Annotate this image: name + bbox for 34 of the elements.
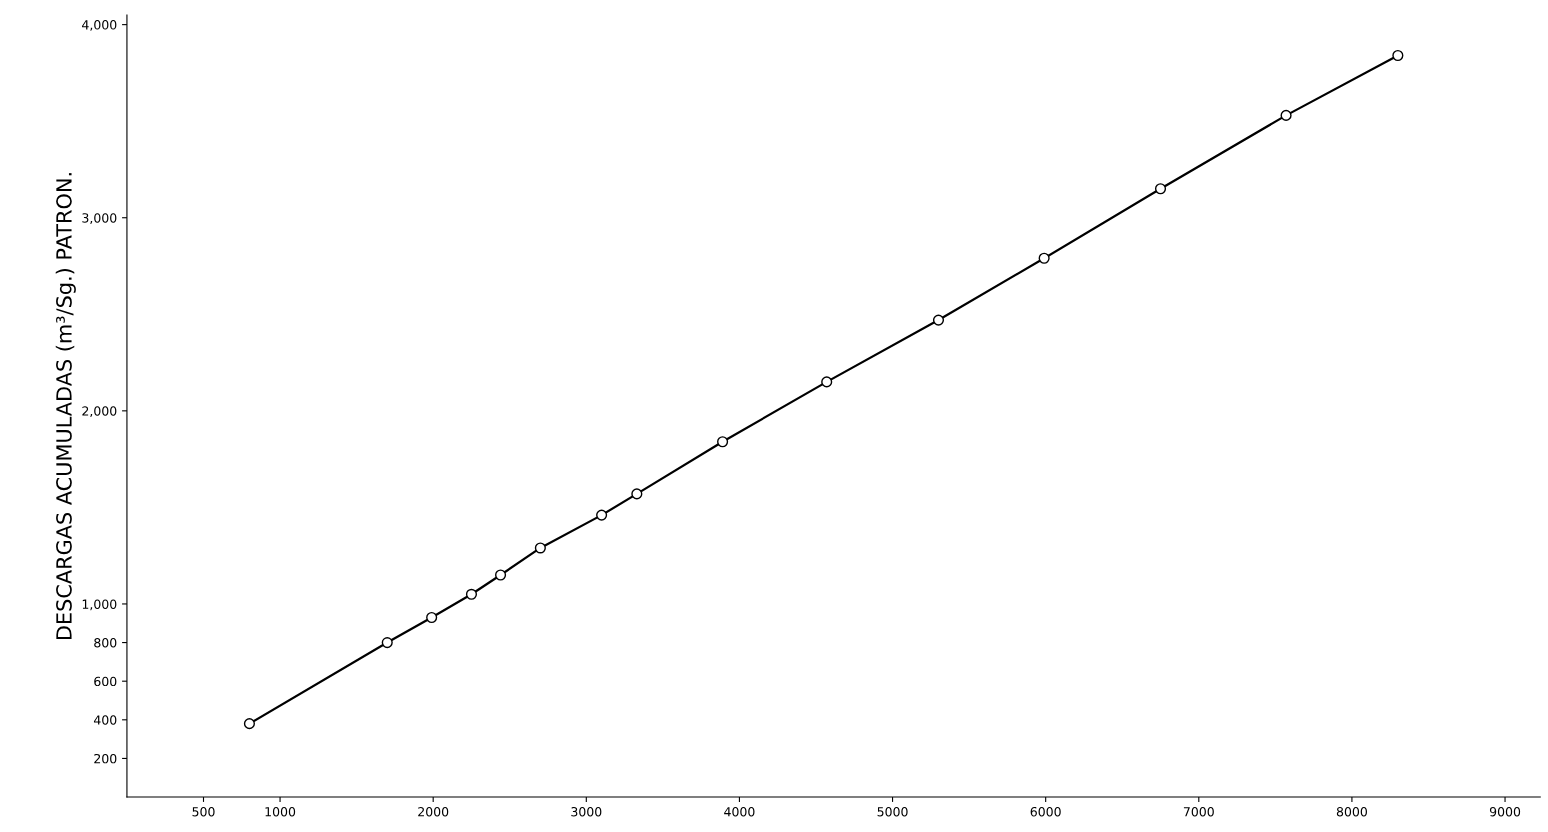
y-tick-label: 400 xyxy=(93,715,117,725)
y-tick-label: 2,000 xyxy=(82,406,117,418)
point xyxy=(821,376,833,388)
point xyxy=(1154,183,1167,195)
x-tick-label: 8000 xyxy=(1336,807,1367,817)
point xyxy=(494,569,507,581)
y-axis-title: DESCARGAS ACUMULADAS (m³/Sg.) PATRON. xyxy=(55,173,76,640)
x-tick-label: 2000 xyxy=(418,807,449,817)
y-tick-label: 4,000 xyxy=(82,20,117,31)
point xyxy=(1038,252,1050,264)
x-tick-label: 1000 xyxy=(265,807,296,817)
point xyxy=(932,314,945,326)
point xyxy=(1280,109,1292,121)
point xyxy=(534,542,546,554)
x-tick-label: 3000 xyxy=(571,807,602,817)
x-tick-label: 7000 xyxy=(1183,807,1214,817)
y-tick-label: 3,000 xyxy=(82,213,117,224)
point xyxy=(243,718,255,730)
point xyxy=(426,611,438,624)
x-tick-label: 9000 xyxy=(1489,807,1521,817)
point xyxy=(1392,49,1404,62)
point xyxy=(717,436,729,448)
point xyxy=(465,588,478,600)
y-tick-label: 200 xyxy=(94,753,117,764)
x-tick-label: 4000 xyxy=(724,807,755,817)
y-tick-label: 600 xyxy=(94,676,117,687)
point xyxy=(381,637,393,649)
point xyxy=(596,509,608,521)
x-tick-label: 6000 xyxy=(1030,807,1061,817)
point xyxy=(631,488,643,500)
x-tick-label: 500 xyxy=(192,807,215,817)
y-tick-label: 1,000 xyxy=(82,599,117,611)
y-tick-label: 800 xyxy=(94,638,117,648)
x-tick-label: 5000 xyxy=(877,807,908,817)
